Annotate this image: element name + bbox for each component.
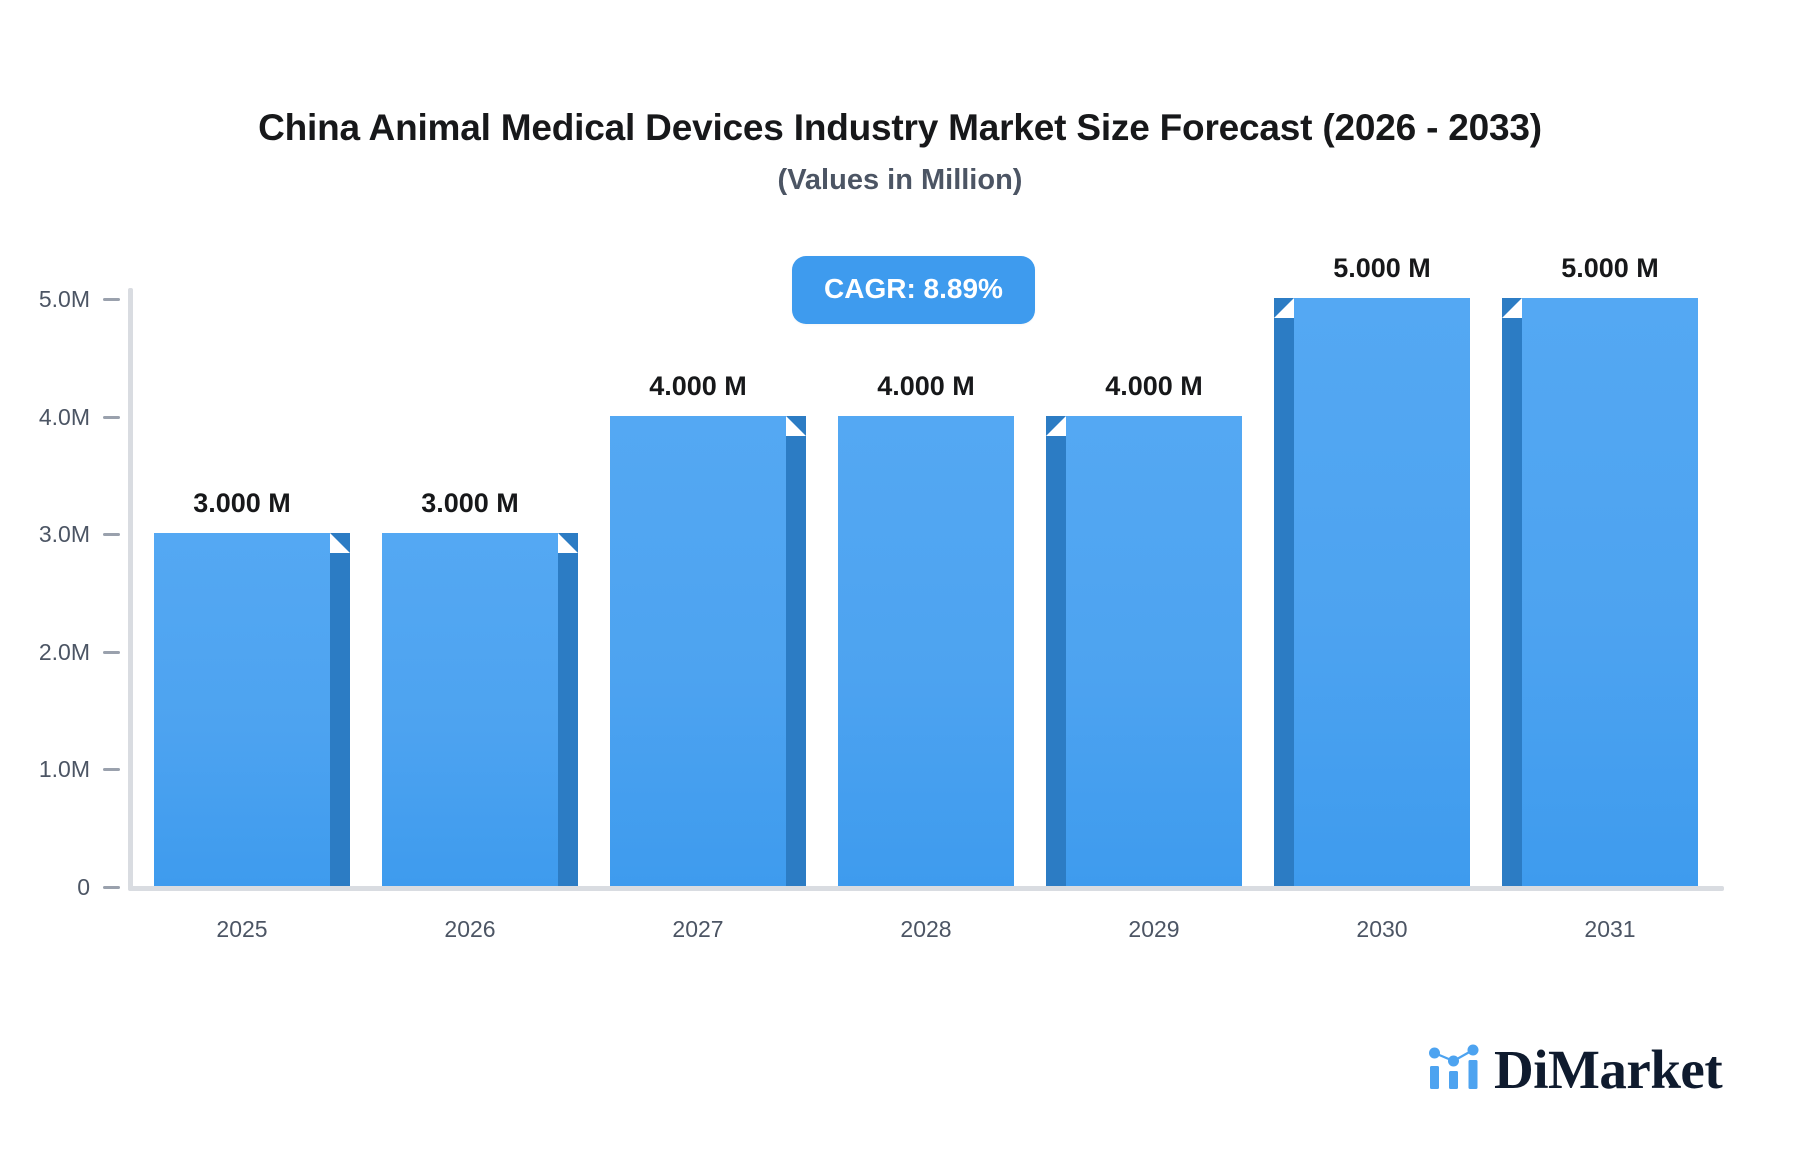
bar-depth-cap xyxy=(558,533,578,554)
bar-2029[interactable]: 4.000 M xyxy=(1046,371,1242,886)
bar-2031[interactable]: 5.000 M xyxy=(1502,253,1698,886)
bar-depth-cap xyxy=(1502,298,1522,318)
bar-depth-cap xyxy=(786,415,806,436)
y-axis-tick-label: 4.0M xyxy=(38,403,90,430)
x-axis-line xyxy=(128,886,1724,891)
bar-value-label: 4.000 M xyxy=(877,370,975,401)
bar-depth-panel xyxy=(558,553,578,886)
chart-title: China Animal Medical Devices Industry Ma… xyxy=(258,107,1542,148)
bar-2027[interactable]: 4.000 M xyxy=(610,371,806,886)
bar-face xyxy=(382,533,558,886)
y-axis-tick: 3.0M xyxy=(0,521,120,548)
y-axis-tick-mark xyxy=(103,415,120,419)
title-block: China Animal Medical Devices Industry Ma… xyxy=(0,107,1800,197)
y-axis-tick: 4.0M xyxy=(0,403,120,430)
y-axis-tick: 2.0M xyxy=(0,638,120,665)
bar-depth-cap xyxy=(330,533,350,554)
y-axis-tick-mark xyxy=(103,768,120,772)
brand-logo: DiMarket xyxy=(1428,1039,1723,1100)
x-axis-tick-label: 2031 xyxy=(1584,916,1636,942)
chart-subtitle: (Values in Million) xyxy=(777,163,1023,196)
bar-value-label: 4.000 M xyxy=(649,370,747,401)
y-axis-tick-mark xyxy=(103,886,120,889)
bar-value-label: 5.000 M xyxy=(1561,253,1659,283)
bar-depth-panel xyxy=(1274,318,1294,886)
bar-depth-panel xyxy=(786,435,806,886)
bar-face xyxy=(1522,298,1698,886)
y-axis-tick-mark xyxy=(103,533,120,537)
bar-face xyxy=(1294,298,1470,886)
bar-face xyxy=(154,533,330,886)
bar-value-label: 4.000 M xyxy=(1105,370,1203,401)
brand-name: DiMarket xyxy=(1494,1039,1723,1100)
bar-2025[interactable]: 3.000 M xyxy=(154,488,350,886)
x-axis-tick-label: 2026 xyxy=(444,916,496,942)
plot-area: 5.0M 4.0M 3.0M 2.0M 1.0M 0 2025 2026 2027 2028 20… xyxy=(39,253,1724,942)
y-axis-tick-mark xyxy=(103,650,120,654)
bar-depth-cap xyxy=(1046,415,1066,436)
bar-depth-panel xyxy=(1502,318,1522,886)
x-axis-tick-label: 2029 xyxy=(1128,916,1180,942)
bar-face xyxy=(610,415,786,886)
bar-depth-panel xyxy=(1046,435,1066,886)
x-axis-tick-label: 2028 xyxy=(900,916,952,942)
y-axis-tick-label: 0 xyxy=(77,874,90,900)
x-axis-tick-label: 2027 xyxy=(672,916,724,942)
y-axis-tick-label: 3.0M xyxy=(38,521,90,548)
x-axis-tick-label: 2025 xyxy=(216,916,268,942)
bar-value-label: 5.000 M xyxy=(1333,253,1431,283)
y-axis-tick: 1.0M xyxy=(0,756,120,783)
y-axis-tick-label: 1.0M xyxy=(38,756,90,783)
bar-depth-cap xyxy=(1274,298,1294,318)
y-axis-tick-label: 2.0M xyxy=(38,638,90,665)
bar-face xyxy=(1066,415,1242,886)
y-axis-tick: 5.0M xyxy=(0,286,120,312)
bar-chart-icon xyxy=(1428,1044,1480,1095)
y-axis-line xyxy=(128,288,133,889)
y-axis-tick: 0 xyxy=(0,874,120,900)
bar-face xyxy=(838,415,1014,886)
y-axis-tick-label: 5.0M xyxy=(38,286,90,312)
bar-2026[interactable]: 3.000 M xyxy=(382,488,578,886)
bar-2028[interactable]: 4.000 M xyxy=(838,371,1014,886)
bar-value-label: 3.000 M xyxy=(193,488,291,519)
bar-2030[interactable]: 5.000 M xyxy=(1274,253,1470,886)
y-axis-tick-mark xyxy=(103,298,120,301)
x-axis-tick-label: 2030 xyxy=(1356,916,1408,942)
bar-depth-panel xyxy=(330,553,350,886)
cagr-badge: CAGR: 8.89% xyxy=(792,256,1035,324)
bar-value-label: 3.000 M xyxy=(421,488,519,519)
